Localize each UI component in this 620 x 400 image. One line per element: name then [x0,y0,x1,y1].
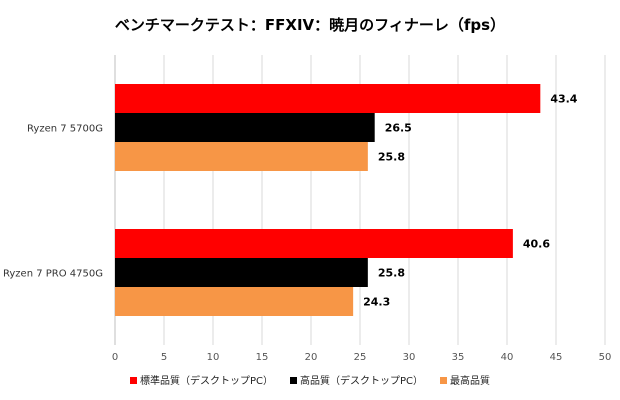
legend-label: 高品質（デスクトップPC） [300,374,423,387]
legend-swatch [130,377,137,384]
bar [115,142,368,171]
x-tick-label: 35 [452,352,465,363]
bar [115,258,368,287]
data-labels: 43.4 26.5 25.8 40.6 25.8 24.3 [363,93,578,309]
chart-title: ベンチマークテスト：FFXIV：暁月のフィナーレ（fps） [115,16,505,34]
bars [115,84,541,316]
x-tick-label: 25 [354,352,367,363]
data-label: 43.4 [550,93,577,106]
data-label: 40.6 [523,238,550,251]
bar [115,113,375,142]
bar [115,84,541,113]
x-tick-label: 45 [550,352,563,363]
data-label: 26.5 [385,122,412,135]
x-tick-label: 10 [207,352,220,363]
x-tick-label: 5 [161,352,167,363]
data-label: 25.8 [378,151,405,164]
x-axis-ticks: 0 5 10 15 20 25 30 35 40 45 50 [112,352,612,363]
legend: 標準品質（デスクトップPC） 高品質（デスクトップPC） 最高品質 [130,374,490,387]
bar [115,287,354,316]
x-tick-label: 30 [403,352,416,363]
x-tick-label: 40 [501,352,514,363]
legend-swatch [440,377,447,384]
data-label: 25.8 [378,267,405,280]
legend-label: 最高品質 [450,374,490,387]
x-tick-label: 15 [256,352,269,363]
legend-swatch [290,377,297,384]
category-label: Ryzen 7 PRO 4750G [3,269,103,280]
x-tick-label: 50 [599,352,612,363]
legend-label: 標準品質（デスクトップPC） [140,374,273,387]
bar [115,229,513,258]
x-tick-label: 20 [305,352,318,363]
x-tick-label: 0 [112,352,118,363]
category-label: Ryzen 7 5700G [27,124,103,135]
category-labels: Ryzen 7 5700G Ryzen 7 PRO 4750G [3,124,103,280]
data-label: 24.3 [363,296,390,309]
